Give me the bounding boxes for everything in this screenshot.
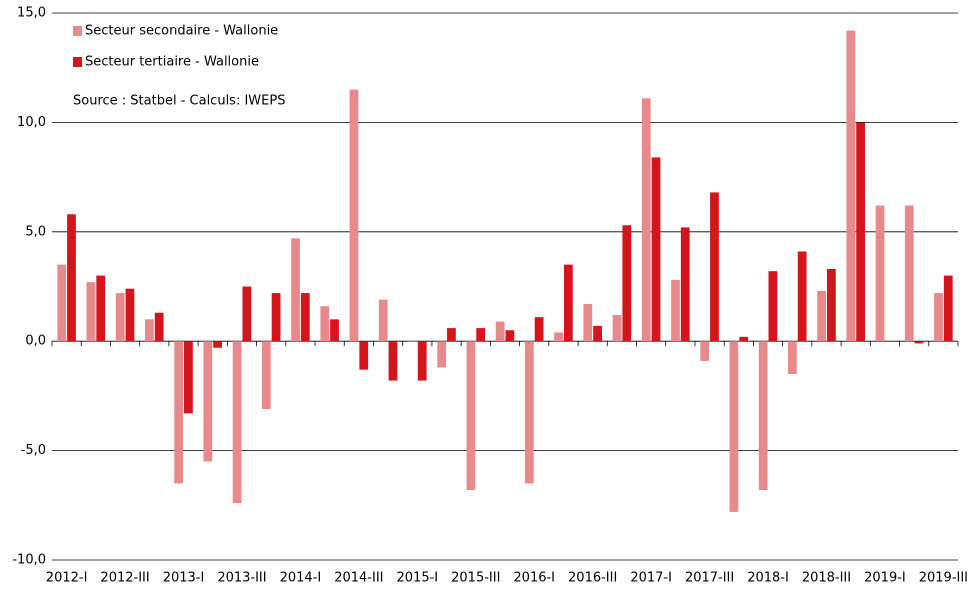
bar (817, 290, 826, 342)
bar (408, 341, 417, 342)
bar (115, 293, 125, 342)
y-tick-label: 5,0 (25, 224, 46, 239)
bar (417, 341, 427, 381)
bar (904, 205, 914, 342)
x-tick-label: 2012-I (46, 571, 88, 586)
source-note: Source : Statbel - Calculs: IWEPS (73, 94, 285, 109)
bar (145, 319, 154, 342)
y-tick-label: -10,0 (12, 553, 46, 568)
bar (300, 293, 310, 342)
bar (495, 321, 505, 342)
x-tick-label: 2014-III (334, 571, 383, 586)
bar (534, 317, 544, 342)
legend-label: Secteur secondaire - Wallonie (85, 24, 278, 39)
bar (67, 214, 76, 342)
bar (330, 319, 339, 342)
x-tick-label: 2012-III (100, 571, 149, 586)
bar (593, 325, 602, 342)
bar (359, 341, 369, 370)
bar (729, 341, 739, 512)
legend-swatch (73, 57, 82, 67)
bar (885, 341, 895, 342)
bar (174, 341, 184, 484)
y-tick-label: -5,0 (21, 443, 46, 458)
x-tick-label: 2016-I (513, 571, 555, 586)
bar (826, 268, 836, 342)
bar (758, 341, 768, 490)
bar (680, 227, 690, 342)
bar (914, 341, 924, 344)
bar (554, 332, 563, 342)
bar (875, 205, 885, 342)
bar (943, 275, 953, 342)
bar (768, 271, 778, 342)
bar (563, 264, 573, 342)
legend-swatch (73, 26, 82, 36)
bar (388, 341, 398, 381)
bar (242, 286, 252, 342)
y-tick-label: 10,0 (17, 115, 46, 130)
bar (437, 341, 447, 368)
x-tick-label: 2016-III (568, 571, 617, 586)
bar (671, 279, 680, 342)
bar (86, 282, 96, 342)
bar (846, 30, 856, 342)
bar (476, 328, 486, 342)
bar (378, 299, 388, 342)
bar (505, 330, 515, 342)
x-tick-label: 2015-I (397, 571, 439, 586)
bar (349, 89, 359, 342)
x-tick-label: 2019-I (864, 571, 906, 586)
bar (291, 238, 300, 342)
x-tick-label: 2017-I (630, 571, 672, 586)
bar (232, 341, 242, 504)
bar (57, 264, 67, 342)
bar (125, 288, 135, 342)
bar (856, 122, 865, 342)
bar (213, 341, 223, 348)
x-tick-label: 2017-III (685, 571, 734, 586)
bar (96, 275, 106, 342)
bar (203, 341, 213, 462)
y-tick-label: 0,0 (25, 334, 46, 349)
bar (612, 314, 622, 342)
y-tick-label: 15,0 (17, 6, 46, 21)
bar (447, 328, 456, 342)
x-tick-label: 2013-III (217, 571, 266, 586)
bar (271, 293, 281, 342)
x-tick-label: 2014-I (280, 571, 322, 586)
x-tick-label: 2018-III (802, 571, 851, 586)
legend-label: Secteur tertiaire - Wallonie (85, 55, 259, 70)
bar (739, 336, 749, 342)
bar (320, 306, 330, 342)
bar (651, 157, 661, 342)
bar (797, 251, 807, 342)
bar (710, 192, 719, 342)
x-tick-label: 2018-I (747, 571, 789, 586)
bar (184, 341, 193, 414)
bar (466, 341, 476, 490)
bar (787, 341, 797, 375)
bar (583, 304, 593, 342)
bar (934, 293, 943, 342)
bar (261, 341, 271, 410)
bar (622, 225, 632, 342)
bar (700, 341, 710, 361)
x-tick-label: 2015-III (451, 571, 500, 586)
x-tick-label: 2019-III (919, 571, 968, 586)
bar (524, 341, 534, 484)
bar (641, 98, 651, 342)
bar (154, 312, 164, 342)
x-tick-label: 2013-I (163, 571, 205, 586)
